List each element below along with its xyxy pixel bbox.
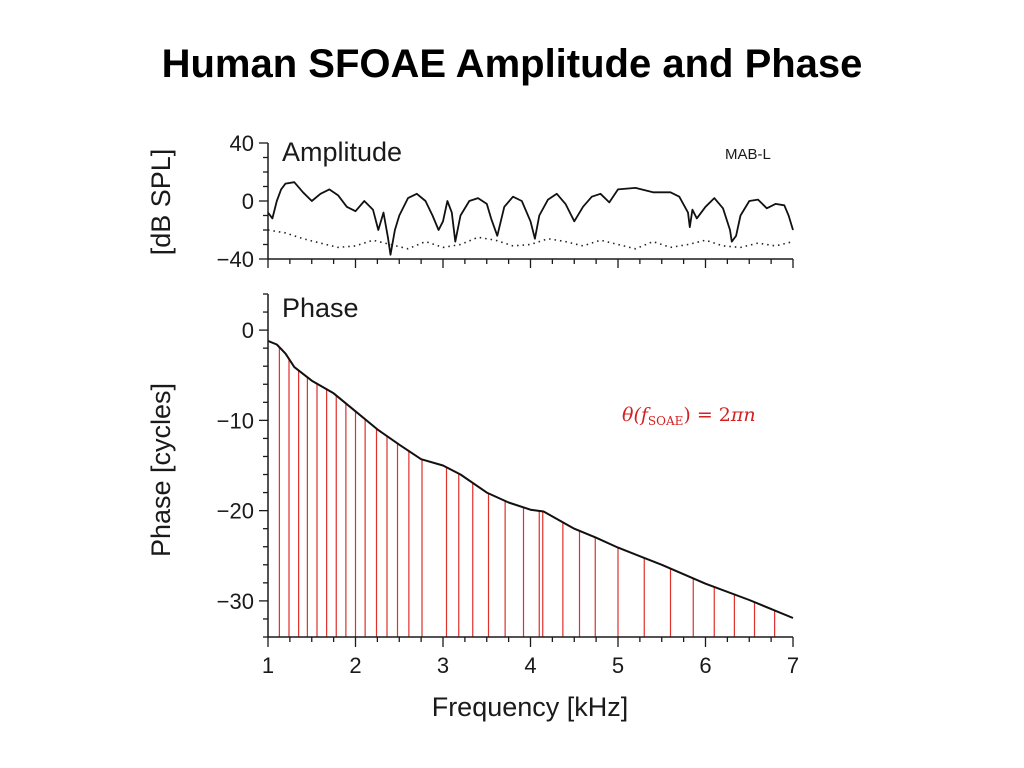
phase-curves	[267, 339, 794, 619]
x-axis-label: Frequency [kHz]	[432, 692, 629, 722]
amplitude-axes: 40 0 −40	[217, 131, 794, 272]
phase-x-tick-label: 2	[349, 653, 361, 678]
phase-y-tick-label: −10	[217, 408, 254, 433]
phase-y-tick-label: −20	[217, 499, 254, 524]
phase-y-tick-label: −30	[217, 589, 254, 614]
phase-x-tick-label: 7	[787, 653, 799, 678]
amplitude-panel-label: Amplitude	[282, 137, 402, 167]
subject-tag: MAB-L	[725, 146, 771, 163]
slide-title: Human SFOAE Amplitude and Phase	[161, 42, 863, 86]
phase-series	[267, 339, 794, 619]
phase-y-axis-label: Phase [cycles]	[146, 383, 176, 557]
phase-panel-label: Phase	[282, 293, 359, 323]
phase-y-tick-label: 0	[242, 318, 254, 343]
phase-x-tick-label: 1	[262, 653, 274, 678]
amplitude-y-tick-label: 40	[230, 131, 254, 156]
phase-axes: 0 −10 −20 −30 1 2 3 4 5 6 7	[217, 293, 799, 678]
amplitude-y-axis-label: [dB SPL]	[146, 149, 176, 256]
amplitude-series	[267, 181, 794, 256]
phase-marker-lines	[278, 347, 776, 637]
amplitude-curves	[267, 181, 794, 256]
phase-x-tick-label: 5	[612, 653, 624, 678]
amplitude-y-tick-label: 0	[242, 189, 254, 214]
phase-condition-formula: θ(fSOAE) = 2πn	[622, 404, 756, 428]
amplitude-y-tick-label: −40	[217, 247, 254, 272]
phase-x-tick-label: 4	[524, 653, 536, 678]
phase-x-tick-label: 3	[437, 653, 449, 678]
amplitude-noise-floor-series	[267, 229, 794, 250]
phase-x-tick-label: 6	[699, 653, 711, 678]
amplitude-panel: 40 0 −40 Amplitude MAB-L [dB SPL]	[146, 131, 794, 272]
phase-panel: 0 −10 −20 −30 1 2 3 4 5 6 7 Phase θ(fSOAE) = 2πn P…	[146, 293, 799, 722]
